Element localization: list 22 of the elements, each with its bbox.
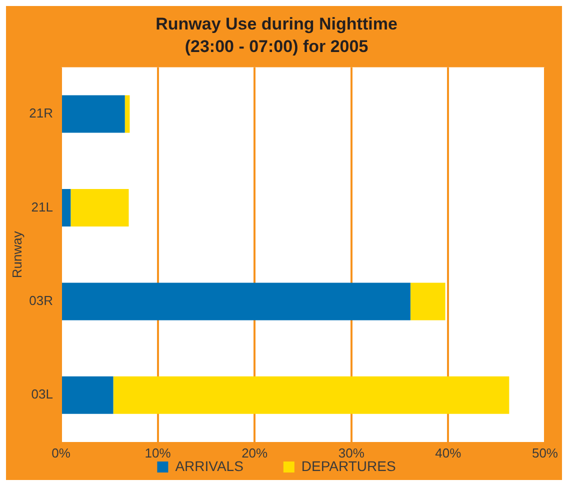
x-tick-label: 20%: [242, 445, 268, 460]
x-tick-label: 50%: [532, 445, 558, 460]
x-tick-label: 0%: [52, 445, 71, 460]
bar: [410, 282, 446, 320]
bar: [124, 95, 130, 133]
legend-label: ARRIVALS: [175, 458, 244, 474]
bar: [70, 189, 129, 226]
bar: [62, 95, 125, 133]
y-tick-label: 21R: [29, 106, 53, 121]
x-tick-label: 30%: [338, 445, 365, 460]
y-axis-title: Runway: [9, 230, 24, 278]
y-tick-label: 03R: [29, 293, 53, 308]
y-tick-label: 03L: [31, 386, 53, 402]
y-tick-label: 21L: [31, 199, 53, 214]
bar: [62, 282, 410, 320]
x-tick-label: 10%: [144, 445, 172, 460]
legend-label: DEPARTURES: [301, 458, 396, 474]
bar: [62, 376, 114, 414]
x-tick-label: 40%: [435, 445, 462, 460]
bar: [62, 189, 71, 226]
chart-title: Runway Use during Nighttime (23:00 - 07:00) for 2005: [156, 14, 398, 56]
bar: [113, 376, 510, 414]
